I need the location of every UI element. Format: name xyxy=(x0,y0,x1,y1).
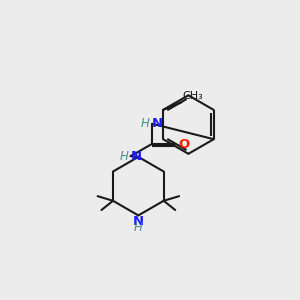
Text: H: H xyxy=(134,221,143,234)
Text: CH₃: CH₃ xyxy=(182,92,203,101)
Text: H: H xyxy=(119,150,128,163)
Text: N: N xyxy=(152,117,163,130)
Text: H: H xyxy=(141,117,150,130)
Text: O: O xyxy=(178,138,190,151)
Text: N: N xyxy=(131,150,142,163)
Text: N: N xyxy=(133,215,144,228)
